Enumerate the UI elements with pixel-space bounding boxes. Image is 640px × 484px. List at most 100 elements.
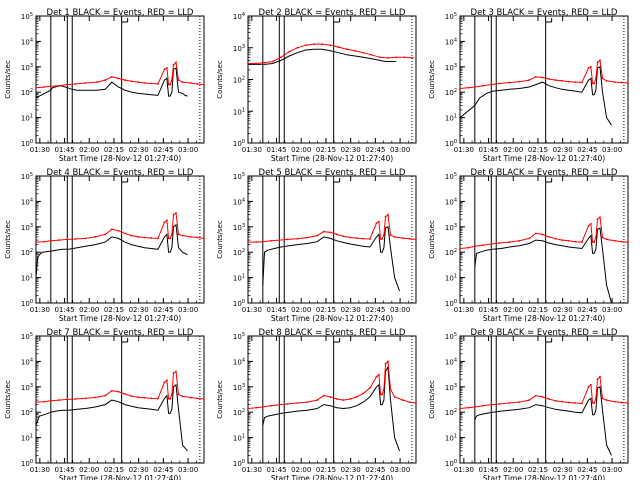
y-tick-label: 105 — [445, 332, 457, 341]
lld-data-point — [49, 399, 52, 402]
lld-data-point — [286, 238, 289, 241]
x-tick-label: 01:30 — [30, 306, 50, 314]
x-tick-label: 01:30 — [30, 466, 50, 474]
lld-data-point — [593, 241, 596, 243]
lld-data-point — [362, 392, 365, 395]
y-tick-label: 100 — [445, 459, 457, 468]
lld-data-point — [613, 239, 616, 242]
y-tick-label: 102 — [21, 88, 33, 97]
x-axis-label: Start Time (28-Nov-12 01:27:40) — [483, 154, 605, 163]
lld-data-point — [156, 397, 159, 400]
y-tick-label: 103 — [233, 44, 245, 53]
lld-data-point — [143, 396, 146, 399]
x-tick-label: 02:45 — [153, 306, 173, 314]
lld-data-point — [594, 397, 597, 400]
lld-data-point — [255, 241, 258, 243]
x-tick-label: 03:00 — [602, 466, 622, 474]
lld-data-point — [362, 237, 365, 240]
lld-data-point — [601, 236, 604, 239]
lld-data-point — [498, 242, 501, 244]
lld-data-point — [306, 401, 309, 403]
x-tick-label: 02:30 — [129, 146, 149, 154]
lld-data-point — [35, 241, 37, 243]
y-tick-label: 101 — [445, 434, 457, 443]
chart-title: Det 5 BLACK = Events, RED = LLD — [259, 168, 406, 178]
y-tick-label: 102 — [233, 248, 245, 257]
lld-data-point — [473, 86, 476, 88]
detector-plot-5: Det 5 BLACK = Events, RED = LLD 100 101 102… — [216, 168, 417, 323]
x-tick-label: 01:45 — [478, 466, 498, 474]
lld-data-point — [316, 399, 319, 401]
events-series-line — [474, 386, 612, 456]
x-axis-label: Start Time (28-Nov-12 01:27:40) — [59, 314, 181, 323]
y-tick-label: 104 — [233, 12, 245, 21]
lld-data-point — [387, 56, 389, 59]
y-tick-label: 102 — [445, 248, 457, 257]
lld-data-point — [590, 65, 592, 68]
events-series-line — [459, 66, 612, 126]
lld-data-point — [296, 46, 299, 49]
y-tick-label: 102 — [445, 408, 457, 417]
lld-data-point — [613, 400, 616, 403]
lld-data-point — [143, 82, 146, 84]
x-tick-label: 01:45 — [478, 306, 498, 314]
lld-data-point — [378, 56, 381, 59]
lld-data-point — [84, 237, 87, 240]
lld-data-point — [196, 83, 199, 85]
lld-data-point — [596, 61, 599, 64]
x-tick-label: 02:30 — [129, 466, 149, 474]
y-tick-label: 103 — [21, 223, 33, 232]
y-tick-label: 104 — [21, 37, 33, 46]
events-series-line — [262, 365, 400, 452]
x-axis-label: Start Time (28-Nov-12 01:27:40) — [483, 314, 605, 323]
y-tick-label: 103 — [445, 223, 457, 232]
lld-data-point — [261, 406, 264, 408]
lld-data-point — [379, 238, 382, 240]
lld-data-point — [389, 233, 392, 236]
y-tick-label: 103 — [233, 383, 245, 392]
lld-data-point — [296, 402, 299, 404]
lld-data-point — [620, 401, 623, 404]
lld-data-point — [375, 222, 378, 224]
x-tick-label: 01:45 — [266, 306, 286, 314]
lld-data-point — [528, 237, 531, 240]
lld-data-point — [117, 390, 120, 393]
lld-data-point — [166, 219, 168, 222]
lld-data-point — [66, 83, 69, 86]
x-tick-label: 02:15 — [104, 466, 124, 474]
x-tick-label: 03:00 — [178, 146, 198, 154]
lld-data-point — [278, 403, 281, 406]
lld-data-point — [110, 228, 113, 231]
x-tick-label: 01:30 — [242, 466, 262, 474]
lld-data-point — [395, 56, 398, 59]
lld-data-point — [172, 63, 175, 66]
lld-data-point — [467, 86, 470, 89]
lld-data-point — [247, 241, 249, 243]
x-tick-label: 02:45 — [365, 306, 385, 314]
lld-data-point — [593, 82, 596, 85]
x-axis-label: Start Time (28-Nov-12 01:27:40) — [271, 154, 393, 163]
y-tick-label: 101 — [445, 274, 457, 283]
y-tick-label: 101 — [21, 274, 33, 283]
lld-data-point — [482, 84, 484, 87]
lld-data-point — [490, 403, 493, 406]
lld-data-point — [580, 81, 583, 84]
lld-data-point — [203, 398, 205, 400]
lld-data-point — [143, 236, 146, 239]
lld-data-point — [554, 399, 557, 402]
x-tick-label: 03:00 — [390, 306, 410, 314]
events-series-line — [35, 67, 188, 99]
lld-data-point — [306, 236, 309, 239]
x-tick-label: 02:15 — [316, 466, 336, 474]
y-tick-label: 105 — [445, 12, 457, 21]
y-tick-label: 100 — [21, 299, 33, 308]
lld-data-point — [548, 398, 550, 400]
lld-data-point — [167, 397, 170, 400]
detector-plot-3: Det 3 BLACK = Events, RED = LLD 100 101 102… — [428, 8, 629, 163]
lld-data-point — [163, 381, 166, 384]
lld-data-point — [387, 360, 389, 363]
lld-series-line — [35, 212, 205, 243]
lld-data-point — [329, 44, 332, 47]
x-tick-label: 02:45 — [577, 466, 597, 474]
